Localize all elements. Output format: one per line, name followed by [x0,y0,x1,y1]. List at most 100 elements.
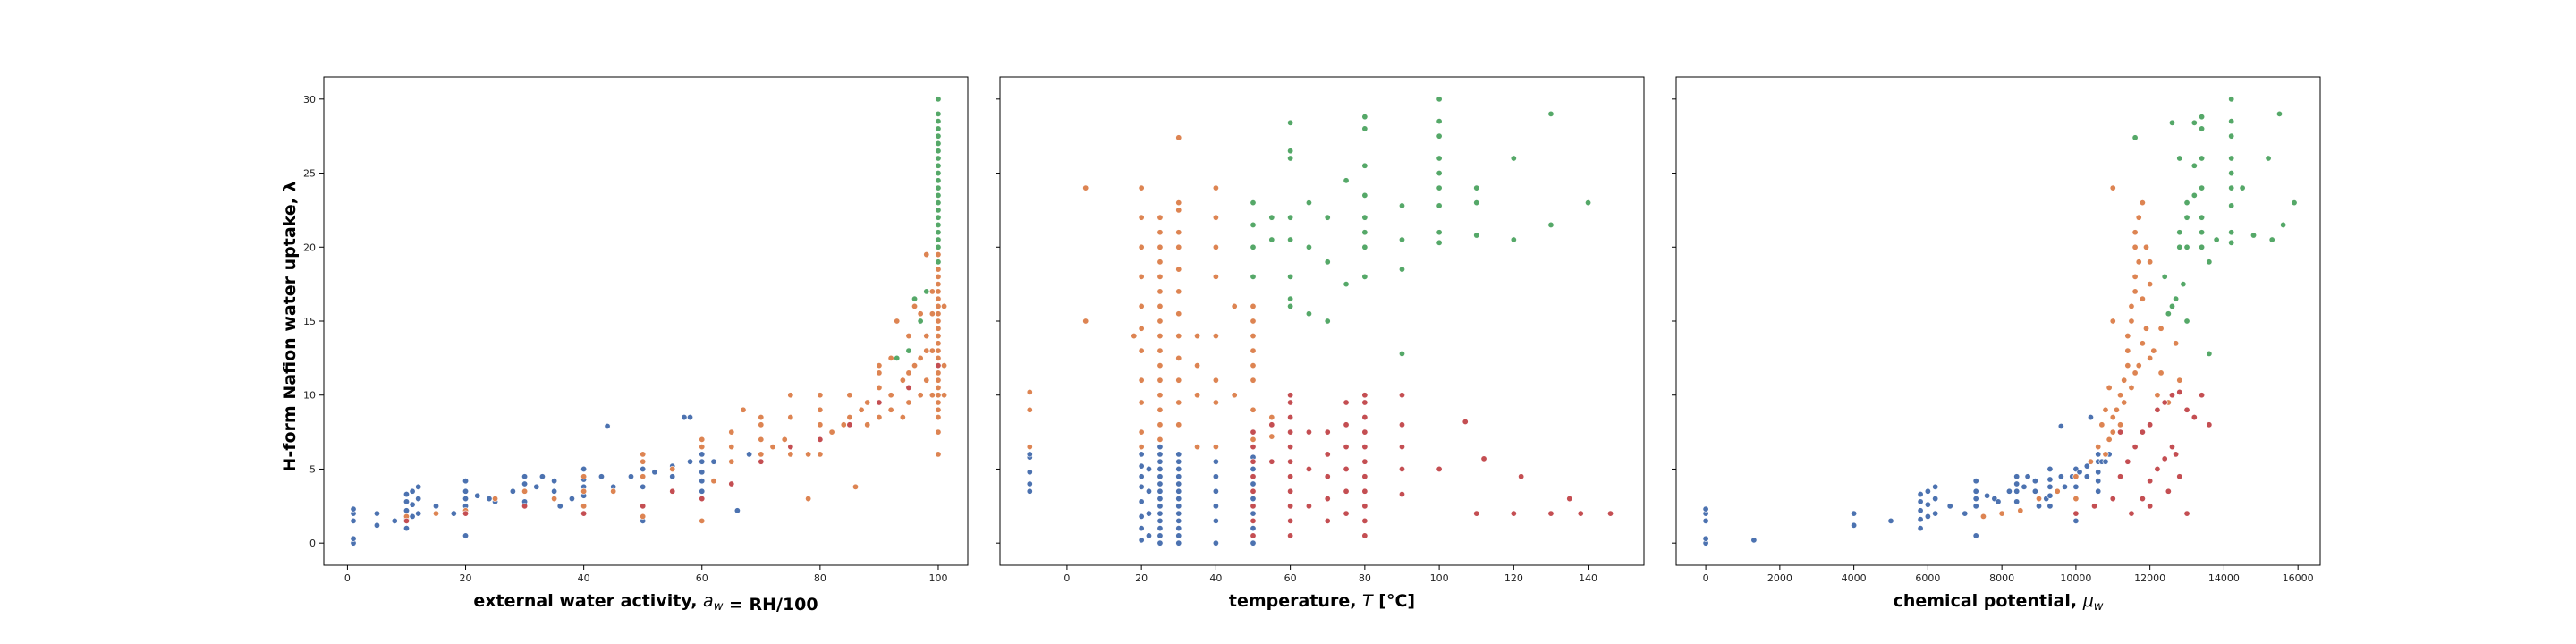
data-point [935,318,942,325]
data-point [1138,273,1145,280]
data-point [1175,399,1182,406]
data-point [876,384,883,391]
data-point [415,496,422,503]
data-point [2109,428,2116,436]
data-point [1175,487,1182,495]
data-point [1157,451,1164,458]
data-point [2021,483,2028,490]
data-point [2173,295,2180,302]
data-point [1175,229,1182,236]
y-tick-label: 15 [303,316,316,327]
data-point [1194,362,1201,369]
x-axis-label: temperature, T [°C] [1229,591,1415,611]
data-point [2131,229,2139,236]
data-point [758,436,765,443]
data-point [2206,350,2213,357]
data-point [1510,510,1517,517]
data-point [402,498,410,505]
data-point [1962,510,1969,517]
data-point [2139,295,2146,302]
data-point [1145,487,1152,495]
data-point [2176,243,2183,250]
data-point [1175,333,1182,340]
data-point [2199,392,2206,399]
data-point [787,444,794,451]
data-point [1305,310,1312,318]
data-point [2095,478,2102,485]
data-point [1998,510,2005,517]
data-point [521,503,529,510]
data-point [402,517,410,524]
data-point [2183,199,2190,207]
data-point [887,354,894,361]
data-point [2228,132,2235,140]
data-point [935,288,942,295]
data-point [2072,483,2080,490]
data-point [1287,399,1294,406]
data-point [640,503,647,510]
data-point [1361,191,1368,199]
data-point [2228,155,2235,162]
data-point [935,177,942,184]
data-point [699,517,706,524]
data-point [1250,525,1257,532]
data-point [1157,392,1164,399]
data-point [580,503,588,510]
series-1 [402,199,948,524]
data-point [928,288,936,295]
data-point [462,532,470,539]
data-point [2168,392,2175,399]
data-point [1157,347,1164,354]
data-point [1343,444,1350,451]
data-point [1324,517,1331,524]
data-point [1361,243,1368,250]
data-point [2095,469,2102,476]
data-point [2176,388,2183,395]
data-point [923,333,930,340]
data-point [2072,473,2080,480]
data-point [1250,458,1257,465]
data-point [935,354,942,361]
data-point [935,229,942,236]
data-point [2117,421,2124,428]
x-tick-label: 40 [578,572,590,584]
data-point [415,510,422,517]
data-point [2046,483,2054,490]
data-point [805,496,812,503]
data-point [2117,392,2124,399]
data-point [1398,236,1405,243]
data-point [1250,444,1257,451]
data-point [2131,288,2139,295]
data-point [1138,444,1145,451]
data-point [640,513,647,520]
data-point [1361,428,1368,436]
x-tick-label: 60 [696,572,708,584]
data-point [1932,510,1939,517]
series-3 [2131,96,2298,357]
data-point [1268,458,1275,465]
data-point [580,510,588,517]
data-point [509,487,516,495]
data-point [409,501,416,508]
panel-chemical-potential: 0 2000 4000 6000 8000 10000 12000 14000 16000 che… [1672,76,2321,614]
data-point [1268,433,1275,440]
data-point [2046,465,2054,472]
data-point [1175,539,1182,547]
data-point [2124,362,2131,369]
data-point [2005,487,2012,495]
data-point [2131,273,2139,280]
data-point [1145,465,1152,472]
data-point [1972,532,1979,539]
data-point [699,478,706,485]
data-point [391,517,398,524]
data-point [858,406,865,413]
data-point [1157,496,1164,503]
data-point [864,399,871,406]
data-point [2180,281,2187,288]
data-point [699,487,706,495]
data-point [1175,480,1182,487]
data-point [1917,525,1924,532]
data-point [2161,273,2168,280]
data-point [935,302,942,309]
data-point [935,207,942,214]
